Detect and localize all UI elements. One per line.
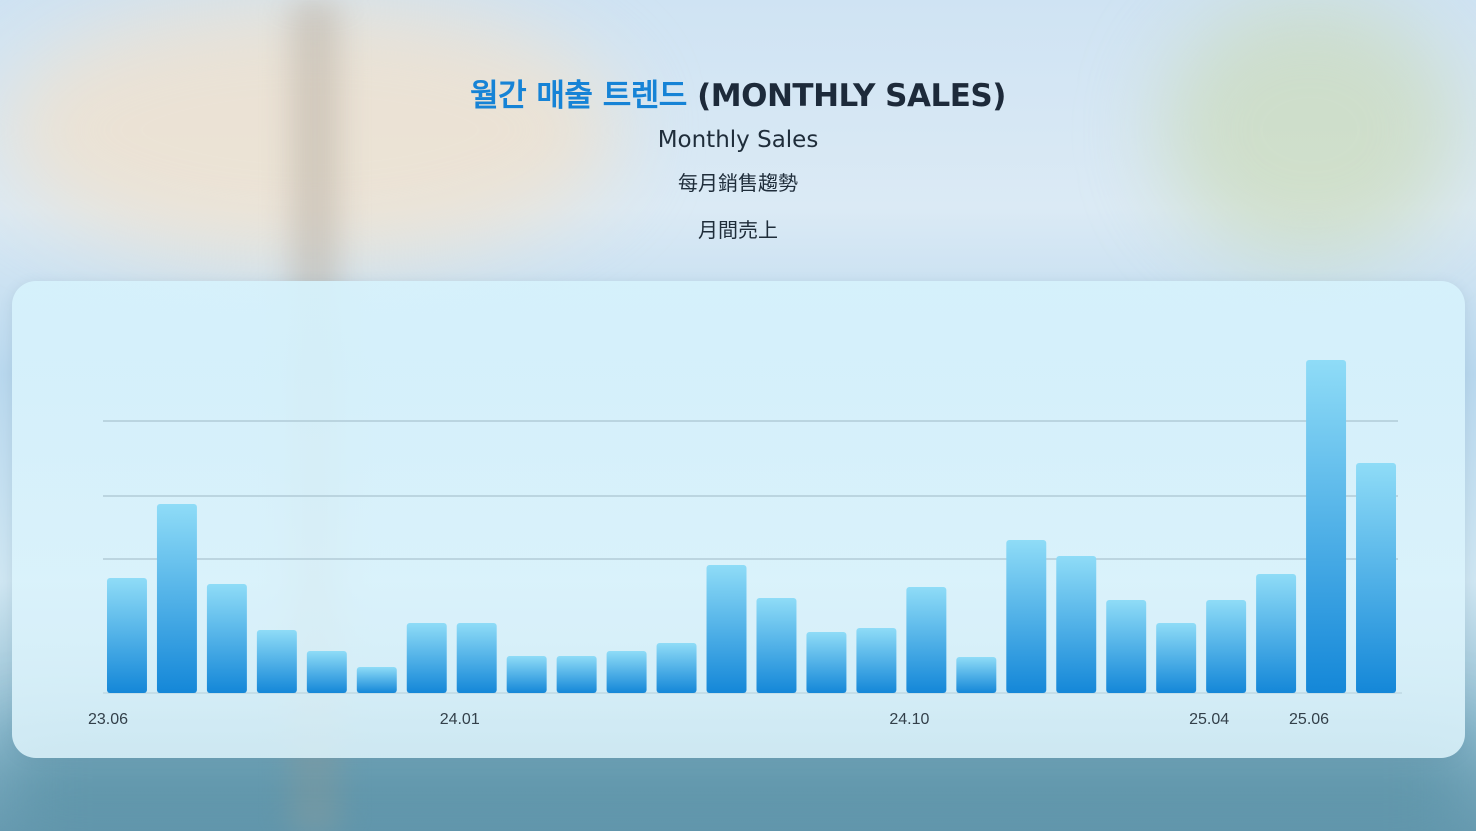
bar-24.01 [456,623,497,693]
bar-23.09 [256,630,297,693]
bar-25.06 [1306,360,1347,693]
bar-25.01 [1056,556,1097,693]
bar-25.07 [1356,463,1397,693]
bar-25.05 [1256,574,1297,693]
bar-25.04 [1206,600,1247,693]
bar-25.02 [1106,600,1147,693]
bar-24.04 [606,651,647,693]
subtitle-japanese: 月間売上 [698,218,778,242]
bar-24.02 [506,656,547,693]
title-english: (MONTHLY SALES) [697,78,1006,114]
bar-24.09 [856,628,897,693]
bar-24.10 [906,587,947,693]
subtitle-english: Monthly Sales [657,127,819,153]
x-tick-label: 23.06 [88,711,128,728]
bar-24.05 [656,643,697,693]
bar-24.07 [756,598,797,693]
bar-24.03 [556,656,597,693]
x-tick-label: 24.10 [889,711,929,728]
bar-25.03 [1156,623,1197,693]
bar-23.06 [106,578,147,693]
header: 월간 매출 트렌드 (MONTHLY SALES) Monthly Sales … [0,70,1476,243]
x-tick-label: 25.04 [1189,711,1229,728]
bar-24.12 [1006,540,1047,693]
bar-23.07 [156,504,197,693]
background-palm [1160,0,1460,260]
bar-23.11 [356,667,397,693]
bar-24.08 [806,632,847,693]
bar-23.10 [306,651,347,693]
bar-23.12 [406,623,447,693]
x-tick-label: 25.06 [1289,711,1329,728]
x-tick-label: 24.01 [440,711,480,728]
bar-24.06 [706,565,747,693]
bar-24.11 [956,657,997,693]
background-umbrella [0,0,620,260]
bar-23.08 [206,584,247,693]
title-korean: 월간 매출 트렌드 [470,78,687,114]
subtitle-chinese: 每月銷售趨勢 [678,171,798,195]
chart-title: 월간 매출 트렌드 (MONTHLY SALES) [0,70,1476,115]
